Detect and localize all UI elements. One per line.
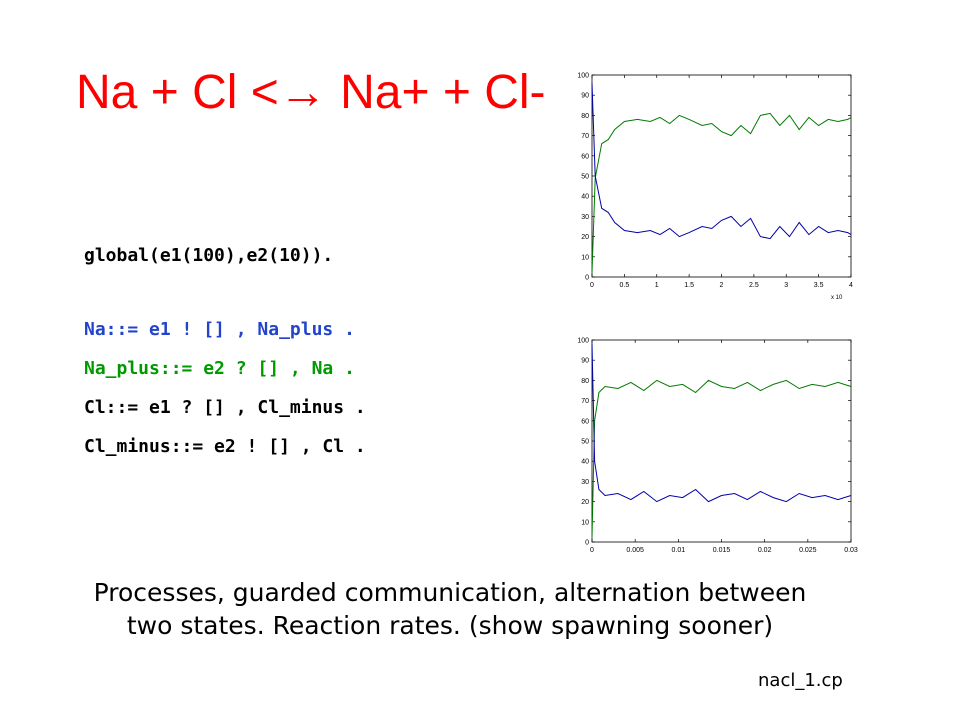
code-line-na-plus: Na_plus::= e2 ? [] , Na .: [84, 358, 355, 379]
y-tick-label: 10: [581, 254, 589, 261]
y-tick-label: 10: [581, 519, 589, 526]
x-tick-label: 0.025: [799, 547, 817, 554]
y-tick-label: 40: [581, 459, 589, 466]
x-tick-label: 0.03: [844, 547, 858, 554]
series-line-2: [591, 83, 852, 240]
slide-title: Na + Cl <→ Na+ + Cl-: [76, 66, 546, 119]
x-tick-label: 0.5: [620, 282, 630, 289]
code-line-cl: Cl::= e1 ? [] , Cl_minus .: [84, 397, 366, 418]
x-tick-label: 3: [784, 282, 788, 289]
x-tick-label: 0: [590, 282, 594, 289]
y-tick-label: 50: [581, 174, 589, 181]
y-tick-label: 0: [585, 540, 589, 547]
series-line-1: [591, 112, 852, 274]
x-tick-label: 1: [655, 282, 659, 289]
series-line-1: [591, 379, 852, 539]
x-tick-label: 2: [720, 282, 724, 289]
y-tick-label: 90: [581, 358, 589, 365]
x-multiplier-label: x 10: [831, 295, 843, 301]
x-tick-label: 0.005: [626, 547, 644, 554]
code-line-global: global(e1(100),e2(10)).: [84, 245, 334, 266]
y-tick-label: 70: [581, 133, 589, 140]
plot-area-frame: [591, 74, 852, 278]
y-tick-label: 60: [581, 418, 589, 425]
x-tick-label: 0.02: [758, 547, 772, 554]
x-tick-label: 4: [849, 282, 853, 289]
slide-caption: Processes, guarded communication, altern…: [93, 578, 807, 640]
y-tick-label: 0: [585, 275, 589, 282]
chart-2: 0 10 20 30 40 50 60 70 80 90 100 0 0.005 0.01 0.015 0.0…: [577, 338, 858, 555]
filename-label: nacl_1.cp: [758, 670, 843, 691]
x-tick-label: 0.01: [672, 547, 686, 554]
x-tick-label: 3.5: [814, 282, 824, 289]
y-tick-label: 60: [581, 153, 589, 160]
y-tick-label: 70: [581, 398, 589, 405]
y-tick-label: 80: [581, 113, 589, 120]
y-tick-label: 40: [581, 194, 589, 201]
y-tick-label: 20: [581, 499, 589, 506]
series-line-2: [591, 343, 852, 503]
y-tick-label: 80: [581, 378, 589, 385]
y-tick-label: 20: [581, 234, 589, 241]
y-tick-label: 30: [581, 214, 589, 221]
y-tick-label: 50: [581, 439, 589, 446]
y-tick-label: 30: [581, 479, 589, 486]
y-tick-label: 100: [577, 73, 589, 80]
x-tick-label: 1.5: [684, 282, 694, 289]
code-line-cl-minus: Cl_minus::= e2 ! [] , Cl .: [84, 436, 366, 457]
chart-1: 0 10 20 30 40 50 60 70 80 90 100 0 0.5 1 1.5 2 2.5 3 3.5 4x…: [577, 73, 853, 302]
y-tick-label: 90: [581, 93, 589, 100]
y-tick-label: 100: [577, 338, 589, 345]
plot-area-frame: [591, 339, 852, 543]
x-tick-label: 0: [590, 547, 594, 554]
code-line-na: Na::= e1 ! [] , Na_plus .: [84, 319, 355, 340]
x-tick-label: 0.015: [713, 547, 731, 554]
x-tick-label: 2.5: [749, 282, 759, 289]
